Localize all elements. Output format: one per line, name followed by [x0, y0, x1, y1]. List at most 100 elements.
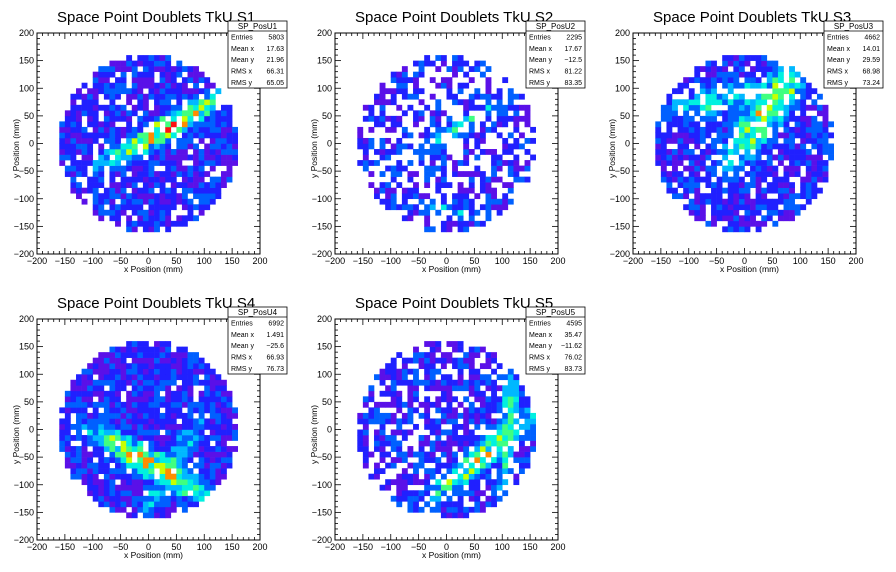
heatmap-cell: [374, 193, 380, 200]
heatmap-cells: [59, 341, 238, 519]
heatmap-cell: [766, 165, 773, 172]
heatmap-cell: [401, 66, 408, 72]
heatmap-cell: [727, 165, 734, 172]
heatmap-cell: [142, 407, 149, 414]
heatmap-cell: [198, 401, 205, 408]
y-tick-label: 100: [19, 83, 34, 93]
heatmap-cell: [187, 126, 194, 133]
heatmap-cell: [87, 182, 94, 188]
heatmap-cell: [142, 149, 149, 155]
heatmap-cell: [215, 193, 222, 200]
heatmap-cell: [385, 401, 392, 408]
heatmap-cell: [452, 429, 458, 436]
heatmap-cell: [761, 193, 768, 200]
heatmap-cell: [424, 418, 431, 425]
heatmap-cell: [120, 132, 127, 139]
heatmap-cell: [198, 468, 205, 474]
heatmap-cell: [711, 187, 717, 194]
heatmap-cell: [491, 204, 497, 211]
heatmap-cell: [733, 171, 740, 177]
heatmap-cell: [496, 418, 503, 425]
heatmap-cell: [716, 77, 723, 84]
heatmap-cell: [424, 60, 431, 67]
heatmap-cell: [159, 115, 166, 122]
heatmap-cell: [92, 495, 99, 502]
heatmap-cell: [115, 379, 121, 386]
x-tick-label: 150: [523, 542, 538, 552]
x-tick-label: −100: [679, 256, 699, 266]
heatmap-cell: [148, 412, 155, 419]
heatmap-cell: [165, 468, 172, 474]
heatmap-cell: [755, 137, 762, 144]
heatmap-cell: [142, 215, 149, 222]
heatmap-cell: [772, 77, 779, 84]
heatmap-cell: [452, 126, 458, 133]
heatmap-cell: [463, 490, 470, 497]
heatmap-cell: [513, 165, 520, 172]
heatmap-cell: [368, 473, 375, 480]
heatmap-cell: [479, 71, 486, 78]
heatmap-cell: [744, 226, 751, 233]
heatmap-cell: [137, 429, 144, 436]
heatmap-cell: [154, 357, 160, 364]
heatmap-cell: [755, 204, 762, 211]
heatmap-cell: [474, 396, 481, 403]
heatmap-cell: [822, 132, 829, 139]
heatmap-cell: [672, 160, 678, 166]
heatmap-cell: [457, 215, 464, 222]
heatmap-cell: [176, 60, 183, 67]
heatmap-cell: [440, 429, 447, 436]
heatmap-cell: [98, 490, 105, 497]
heatmap-cell: [755, 93, 762, 100]
heatmap-cell: [783, 204, 790, 211]
heatmap-cell: [103, 193, 110, 200]
heatmap-cell: [463, 446, 470, 452]
heatmap-cell: [733, 55, 740, 61]
heatmap-cell: [750, 215, 756, 222]
heatmap-cell: [120, 506, 127, 513]
heatmap-cell: [159, 401, 166, 408]
heatmap-cell: [722, 143, 729, 150]
heatmap-cell: [396, 451, 403, 458]
heatmap-cell: [115, 401, 121, 408]
heatmap-cell: [187, 115, 194, 122]
heatmap-cell: [204, 446, 211, 452]
heatmap-cell: [126, 479, 133, 486]
heatmap-cell: [502, 451, 509, 458]
x-tick-label: 50: [171, 542, 181, 552]
heatmap-cell: [390, 143, 397, 150]
heatmap-cell: [142, 429, 149, 436]
heatmap-cell: [170, 490, 177, 497]
heatmap-cell: [766, 104, 773, 111]
heatmap-cell: [424, 182, 431, 188]
heatmap-cell: [120, 352, 127, 358]
heatmap-cell: [789, 198, 795, 205]
heatmap-cell: [209, 396, 216, 403]
heatmap-cell: [76, 423, 82, 430]
heatmap-cell: [783, 143, 790, 150]
heatmap-cell: [76, 451, 82, 458]
heatmap-cell: [413, 423, 419, 430]
heatmap-cell: [98, 66, 105, 72]
heatmap-cell: [215, 407, 222, 414]
heatmap-cell: [479, 121, 486, 128]
heatmap-cell: [198, 137, 205, 144]
heatmap-cell: [513, 115, 520, 122]
heatmap-cell: [92, 137, 99, 144]
heatmap-cell: [120, 357, 127, 364]
heatmap-cell: [396, 88, 403, 95]
heatmap-cell: [374, 435, 380, 441]
heatmap-cell: [181, 149, 188, 155]
heatmap-cell: [159, 462, 166, 469]
heatmap-cell: [81, 104, 88, 111]
heatmap-cell: [699, 149, 706, 155]
heatmap-cell: [220, 418, 227, 425]
heatmap-cell: [418, 479, 425, 486]
heatmap-cell: [187, 423, 194, 430]
heatmap-cell: [103, 457, 110, 463]
heatmap-cell: [357, 446, 364, 452]
heatmap-cell: [390, 495, 397, 502]
heatmap-cell: [440, 193, 447, 200]
heatmap-cell: [524, 165, 531, 172]
heatmap-cell: [457, 160, 464, 166]
